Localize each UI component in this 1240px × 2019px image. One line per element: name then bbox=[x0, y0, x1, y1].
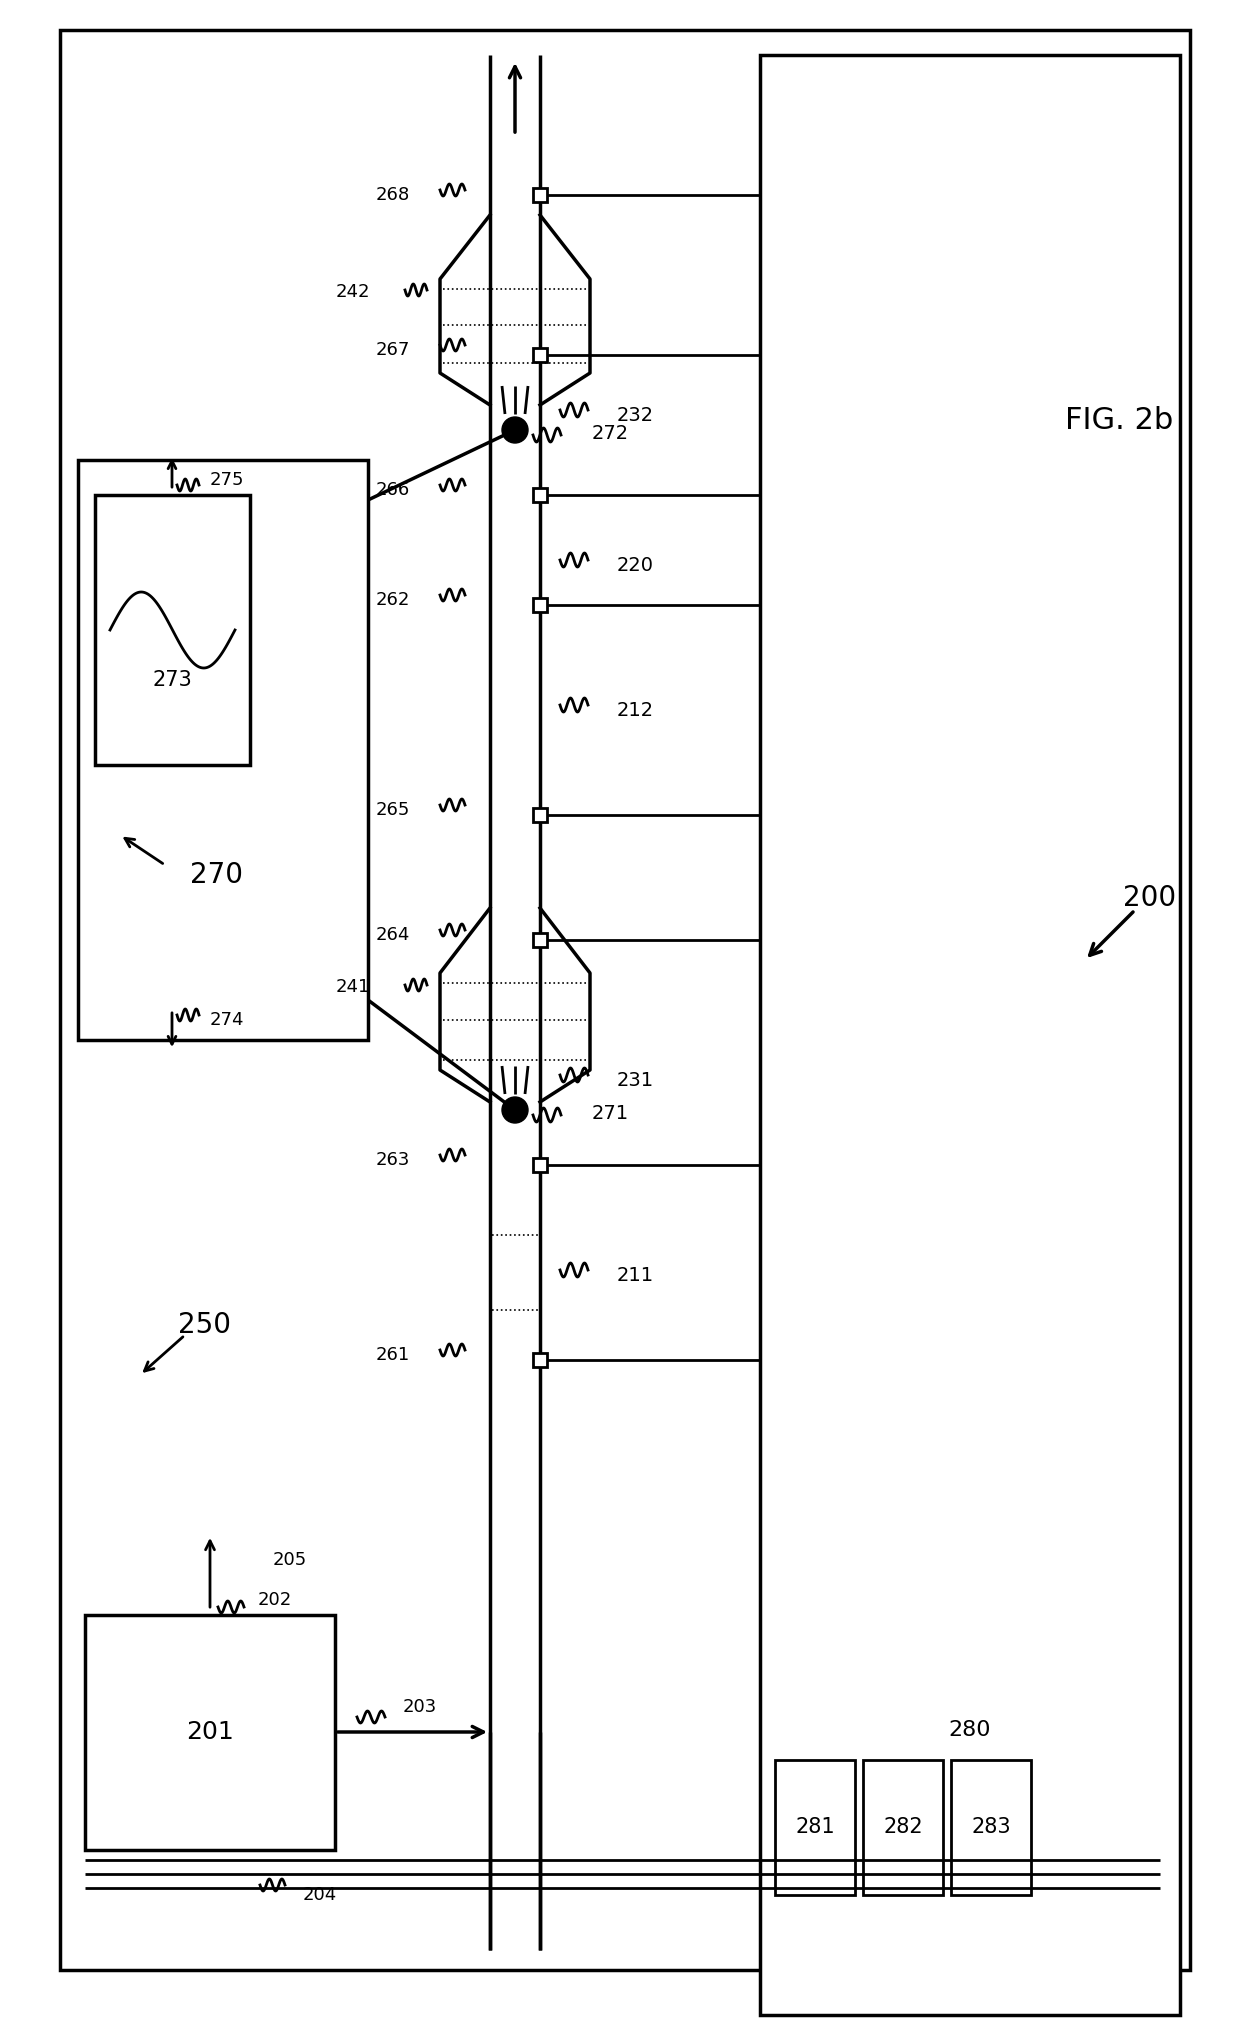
Text: 241: 241 bbox=[336, 977, 370, 995]
Text: 265: 265 bbox=[376, 802, 410, 820]
Bar bbox=[533, 489, 547, 503]
Text: 231: 231 bbox=[616, 1070, 653, 1090]
Text: 266: 266 bbox=[376, 481, 410, 499]
Text: 262: 262 bbox=[376, 592, 410, 610]
Circle shape bbox=[502, 418, 528, 442]
Bar bbox=[951, 1761, 1030, 1896]
Text: 232: 232 bbox=[616, 406, 653, 424]
Text: 268: 268 bbox=[376, 186, 410, 204]
Bar bbox=[533, 933, 547, 947]
Text: 283: 283 bbox=[971, 1817, 1011, 1837]
Text: 250: 250 bbox=[179, 1310, 232, 1339]
Text: 280: 280 bbox=[949, 1720, 991, 1740]
Text: 281: 281 bbox=[795, 1817, 835, 1837]
Text: 275: 275 bbox=[210, 470, 244, 489]
Text: FIG. 2b: FIG. 2b bbox=[1065, 406, 1173, 434]
Text: 282: 282 bbox=[883, 1817, 923, 1837]
Bar bbox=[533, 598, 547, 612]
Text: 220: 220 bbox=[616, 555, 653, 575]
Text: 211: 211 bbox=[616, 1266, 653, 1284]
Bar bbox=[760, 55, 1180, 2015]
Bar bbox=[78, 460, 368, 1040]
Bar bbox=[533, 1159, 547, 1171]
Bar bbox=[533, 808, 547, 822]
Text: 205: 205 bbox=[273, 1551, 308, 1569]
Bar bbox=[86, 1615, 335, 1849]
Text: 212: 212 bbox=[616, 701, 653, 719]
Text: 263: 263 bbox=[376, 1151, 410, 1169]
Text: 203: 203 bbox=[403, 1698, 438, 1716]
Text: 270: 270 bbox=[190, 860, 243, 888]
Text: 242: 242 bbox=[336, 283, 370, 301]
Text: 204: 204 bbox=[303, 1886, 337, 1904]
Text: 271: 271 bbox=[591, 1104, 629, 1123]
Bar bbox=[533, 347, 547, 361]
Text: 274: 274 bbox=[210, 1012, 244, 1030]
Text: 261: 261 bbox=[376, 1347, 410, 1365]
Bar bbox=[533, 188, 547, 202]
Text: 272: 272 bbox=[591, 424, 629, 442]
Text: 264: 264 bbox=[376, 927, 410, 945]
Bar bbox=[863, 1761, 942, 1896]
Circle shape bbox=[502, 1096, 528, 1123]
Text: 202: 202 bbox=[258, 1591, 293, 1609]
Bar bbox=[775, 1761, 856, 1896]
Bar bbox=[533, 1353, 547, 1367]
Text: 201: 201 bbox=[186, 1720, 234, 1744]
Text: 200: 200 bbox=[1123, 884, 1177, 913]
Bar bbox=[95, 495, 250, 765]
Text: 267: 267 bbox=[376, 341, 410, 359]
Text: 273: 273 bbox=[153, 670, 192, 690]
